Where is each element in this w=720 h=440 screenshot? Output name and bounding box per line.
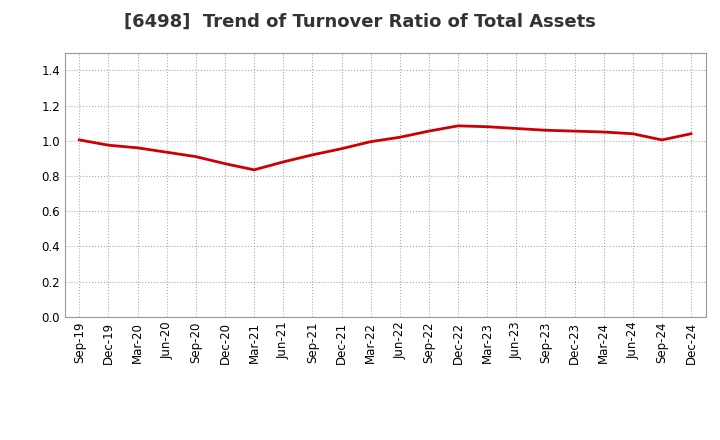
Text: [6498]  Trend of Turnover Ratio of Total Assets: [6498] Trend of Turnover Ratio of Total … bbox=[124, 13, 596, 31]
